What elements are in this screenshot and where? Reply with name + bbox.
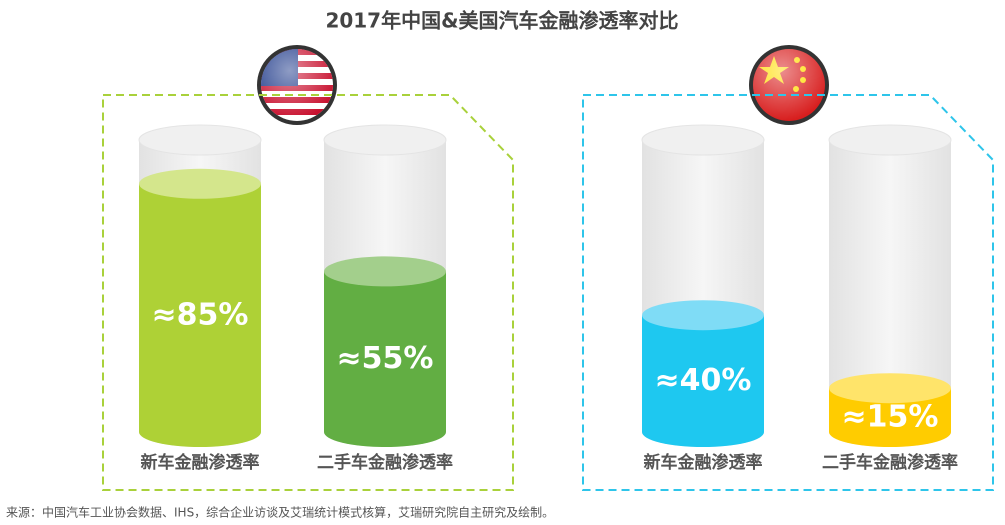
cylinder <box>829 140 951 447</box>
panel-border <box>102 94 514 491</box>
value-label: ≈40% <box>655 363 752 398</box>
panel-border <box>582 94 994 491</box>
category-label: 二手车金融渗透率 <box>822 452 958 473</box>
bar <box>642 315 764 447</box>
bar-top <box>829 373 951 404</box>
category-label: 新车金融渗透率 <box>644 452 763 473</box>
source-note: 来源：中国汽车工业协会数据、IHS，综合企业访谈及艾瑞统计模式核算，艾瑞研究院自… <box>6 505 554 520</box>
value-label: ≈55% <box>337 341 434 376</box>
china-flag <box>749 45 829 125</box>
value-label: ≈15% <box>842 400 939 435</box>
category-label: 二手车金融渗透率 <box>317 452 453 473</box>
us-flag <box>257 45 337 125</box>
category-label: 新车金融渗透率 <box>141 452 260 473</box>
bar-top <box>324 256 446 287</box>
bar <box>829 388 951 447</box>
bar <box>324 271 446 447</box>
value-label: ≈85% <box>152 297 249 332</box>
chart-title: 2017年中国&美国汽车金融渗透率对比 <box>325 9 678 33</box>
bar <box>139 183 261 448</box>
cylinder-top <box>641 124 765 156</box>
cylinder-top <box>138 124 262 156</box>
cylinder-top <box>828 124 952 156</box>
bar-top <box>642 300 764 331</box>
bar-top <box>139 168 261 199</box>
cylinder-top <box>323 124 447 156</box>
